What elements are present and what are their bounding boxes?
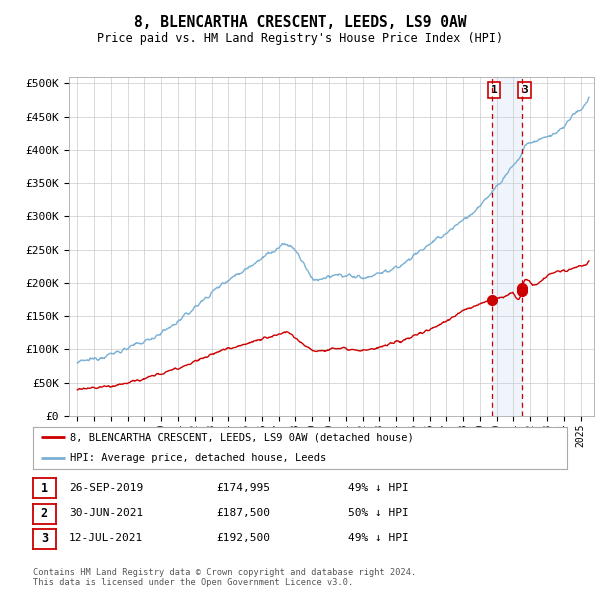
Text: HPI: Average price, detached house, Leeds: HPI: Average price, detached house, Leed… [70,454,326,463]
Text: 1: 1 [491,85,497,95]
Text: Contains HM Land Registry data © Crown copyright and database right 2024.
This d: Contains HM Land Registry data © Crown c… [33,568,416,587]
Text: 8, BLENCARTHA CRESCENT, LEEDS, LS9 0AW (detached house): 8, BLENCARTHA CRESCENT, LEEDS, LS9 0AW (… [70,432,414,442]
Text: 50% ↓ HPI: 50% ↓ HPI [348,508,409,518]
Text: 49% ↓ HPI: 49% ↓ HPI [348,483,409,493]
Bar [492,77,523,416]
Text: 26-SEP-2019: 26-SEP-2019 [69,483,143,493]
Text: 2: 2 [41,507,48,520]
Text: 1: 1 [41,481,48,495]
Text: £187,500: £187,500 [216,508,270,518]
Text: 3: 3 [41,532,48,546]
Text: 12-JUL-2021: 12-JUL-2021 [69,533,143,543]
Text: 3: 3 [521,85,528,95]
Text: 30-JUN-2021: 30-JUN-2021 [69,508,143,518]
Text: £192,500: £192,500 [216,533,270,543]
Text: 8, BLENCARTHA CRESCENT, LEEDS, LS9 0AW: 8, BLENCARTHA CRESCENT, LEEDS, LS9 0AW [134,15,466,30]
Text: £174,995: £174,995 [216,483,270,493]
Text: 49% ↓ HPI: 49% ↓ HPI [348,533,409,543]
Text: Price paid vs. HM Land Registry's House Price Index (HPI): Price paid vs. HM Land Registry's House … [97,32,503,45]
